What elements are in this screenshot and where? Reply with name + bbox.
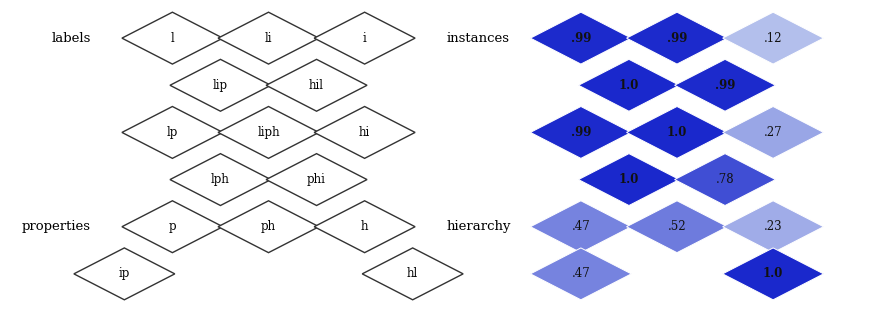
- Text: li: li: [265, 32, 272, 45]
- Text: .78: .78: [716, 173, 734, 186]
- Text: ip: ip: [119, 267, 130, 280]
- Polygon shape: [723, 12, 823, 64]
- Text: h: h: [361, 220, 368, 233]
- Polygon shape: [74, 248, 174, 300]
- Text: .12: .12: [764, 32, 782, 45]
- Text: .99: .99: [667, 32, 687, 45]
- Text: .47: .47: [571, 267, 590, 280]
- Polygon shape: [723, 248, 823, 300]
- Text: phi: phi: [307, 173, 326, 186]
- Polygon shape: [530, 201, 631, 253]
- Text: .52: .52: [668, 220, 686, 233]
- Text: lph: lph: [211, 173, 230, 186]
- Polygon shape: [362, 248, 463, 300]
- Polygon shape: [530, 106, 631, 158]
- Text: .99: .99: [570, 126, 591, 139]
- Text: p: p: [168, 220, 176, 233]
- Text: .99: .99: [715, 79, 735, 92]
- Text: instances: instances: [446, 32, 509, 45]
- Polygon shape: [218, 201, 319, 253]
- Polygon shape: [627, 201, 727, 253]
- Polygon shape: [122, 201, 223, 253]
- Text: i: i: [363, 32, 366, 45]
- Polygon shape: [675, 59, 775, 111]
- Polygon shape: [675, 154, 775, 206]
- Polygon shape: [627, 12, 727, 64]
- Text: liph: liph: [257, 126, 280, 139]
- Text: .27: .27: [764, 126, 782, 139]
- Polygon shape: [170, 59, 271, 111]
- Polygon shape: [266, 154, 367, 206]
- Polygon shape: [122, 106, 223, 158]
- Text: labels: labels: [51, 32, 91, 45]
- Polygon shape: [530, 12, 631, 64]
- Polygon shape: [122, 12, 223, 64]
- Text: hil: hil: [309, 79, 324, 92]
- Polygon shape: [723, 106, 823, 158]
- Text: hi: hi: [359, 126, 371, 139]
- Polygon shape: [578, 59, 679, 111]
- Text: hierarchy: hierarchy: [446, 220, 511, 233]
- Text: properties: properties: [22, 220, 91, 233]
- Polygon shape: [266, 59, 367, 111]
- Text: lp: lp: [167, 126, 178, 139]
- Polygon shape: [627, 106, 727, 158]
- Polygon shape: [314, 106, 415, 158]
- Text: hl: hl: [407, 267, 419, 280]
- Text: 1.0: 1.0: [619, 173, 639, 186]
- Text: l: l: [171, 32, 174, 45]
- Polygon shape: [723, 201, 823, 253]
- Text: .47: .47: [571, 220, 590, 233]
- Text: 1.0: 1.0: [619, 79, 639, 92]
- Polygon shape: [218, 12, 319, 64]
- Polygon shape: [530, 248, 631, 300]
- Polygon shape: [170, 154, 271, 206]
- Text: 1.0: 1.0: [763, 267, 783, 280]
- Polygon shape: [578, 154, 679, 206]
- Text: ph: ph: [261, 220, 276, 233]
- Text: 1.0: 1.0: [667, 126, 687, 139]
- Polygon shape: [314, 201, 415, 253]
- Polygon shape: [218, 106, 319, 158]
- Text: lip: lip: [213, 79, 228, 92]
- Text: .23: .23: [764, 220, 782, 233]
- Polygon shape: [314, 12, 415, 64]
- Text: .99: .99: [570, 32, 591, 45]
